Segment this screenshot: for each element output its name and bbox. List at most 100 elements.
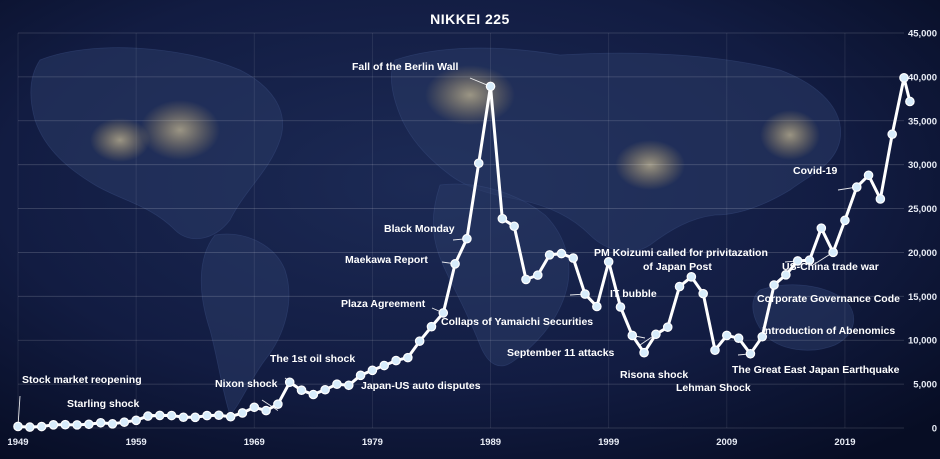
data-point <box>674 281 685 292</box>
data-point <box>438 308 449 318</box>
data-point <box>84 419 94 430</box>
data-point <box>804 255 815 266</box>
data-point <box>332 379 342 389</box>
annotation-label: Maekawa Report <box>345 254 428 266</box>
data-point <box>532 270 543 280</box>
y-tick-label: 5,000 <box>913 380 937 391</box>
annotation-leader <box>17 395 21 427</box>
data-point <box>651 329 661 340</box>
data-point <box>107 419 118 429</box>
data-point <box>225 411 236 422</box>
annotation-label: IT bubble <box>610 288 657 300</box>
annotation-label: Lehman Shock <box>676 382 751 394</box>
data-point <box>905 96 915 107</box>
data-point <box>296 385 307 395</box>
data-point <box>13 421 23 432</box>
data-point <box>143 411 153 421</box>
annotation-label: Japan-US auto disputes <box>361 380 481 392</box>
data-point <box>509 221 519 232</box>
y-tick-label: 20,000 <box>908 248 937 259</box>
y-tick-label: 0 <box>932 424 937 435</box>
data-point <box>154 410 165 421</box>
data-point <box>757 331 768 342</box>
data-point <box>36 421 47 432</box>
data-point <box>355 370 366 381</box>
annotation-label: Starling shock <box>67 398 140 410</box>
data-point <box>426 321 437 332</box>
data-point <box>840 215 850 226</box>
data-point <box>544 250 555 260</box>
annotation-label: Covid-19 <box>793 165 838 177</box>
data-point <box>851 182 862 192</box>
data-point <box>887 129 897 140</box>
annotation-leader <box>261 399 279 411</box>
data-point <box>190 412 200 423</box>
data-point <box>450 259 460 269</box>
data-point <box>72 420 82 430</box>
data-point <box>592 301 602 312</box>
annotation-label: The 1st oil shock <box>270 353 355 365</box>
data-point <box>521 274 531 285</box>
data-point <box>485 81 496 92</box>
x-tick-label: 1959 <box>126 437 147 448</box>
data-point <box>497 213 508 224</box>
x-tick-label: 1949 <box>7 437 28 448</box>
annotation-label: September 11 attacks <box>507 347 615 359</box>
annotation-label: Introduction of Abenomics <box>762 325 895 337</box>
data-point <box>662 322 673 332</box>
x-tick-label: 2009 <box>716 437 737 448</box>
annotation-label: The Great East Japan Earthquake <box>732 364 900 376</box>
data-point <box>603 257 614 267</box>
data-point <box>875 194 886 204</box>
data-point <box>615 302 626 312</box>
x-tick-label: 1979 <box>362 437 383 448</box>
data-point <box>686 271 697 282</box>
data-point <box>343 380 354 391</box>
data-point <box>48 420 59 430</box>
annotation-label: Corporate Governance Code <box>757 293 900 305</box>
data-point <box>828 247 838 258</box>
data-point <box>367 365 378 376</box>
data-point <box>391 355 401 366</box>
annotation-label: Risona shock <box>620 369 688 381</box>
data-point <box>320 384 330 395</box>
annotation-label: Stock market reopening <box>22 374 142 386</box>
data-point <box>733 333 744 344</box>
y-tick-label: 30,000 <box>908 160 937 171</box>
data-point <box>202 410 212 421</box>
data-point <box>60 419 71 430</box>
data-point <box>25 422 35 432</box>
y-tick-label: 35,000 <box>908 116 937 127</box>
data-point <box>308 389 319 400</box>
y-tick-label: 25,000 <box>908 204 937 215</box>
data-point <box>131 415 141 426</box>
x-tick-label: 1989 <box>480 437 501 448</box>
data-point <box>166 410 177 421</box>
data-point <box>249 402 260 413</box>
annotation-label: Black Monday <box>384 223 455 235</box>
x-tick-label: 1999 <box>598 437 619 448</box>
data-point <box>769 280 779 290</box>
annotations: Stock market reopening Starling shock Nixo… <box>22 61 900 410</box>
data-point <box>214 410 224 421</box>
data-point <box>273 399 283 409</box>
data-point <box>745 348 756 359</box>
data-point <box>899 73 909 83</box>
y-tick-label: 15,000 <box>908 292 937 303</box>
data-point <box>473 158 484 169</box>
x-tick-label: 2019 <box>834 437 855 448</box>
data-point <box>556 248 567 259</box>
data-point <box>639 347 649 358</box>
data-point <box>781 270 791 280</box>
data-point <box>698 288 708 299</box>
y-tick-label: 40,000 <box>908 72 937 83</box>
annotation-label: US-China trade war <box>782 261 879 273</box>
annotation-label: Plaza Agreement <box>341 298 426 310</box>
y-tick-label: 10,000 <box>908 336 937 347</box>
chart-title: NIKKEI 225 <box>430 11 510 27</box>
data-point <box>568 253 579 263</box>
y-tick-label: 45,000 <box>908 29 937 40</box>
data-point <box>792 256 803 266</box>
